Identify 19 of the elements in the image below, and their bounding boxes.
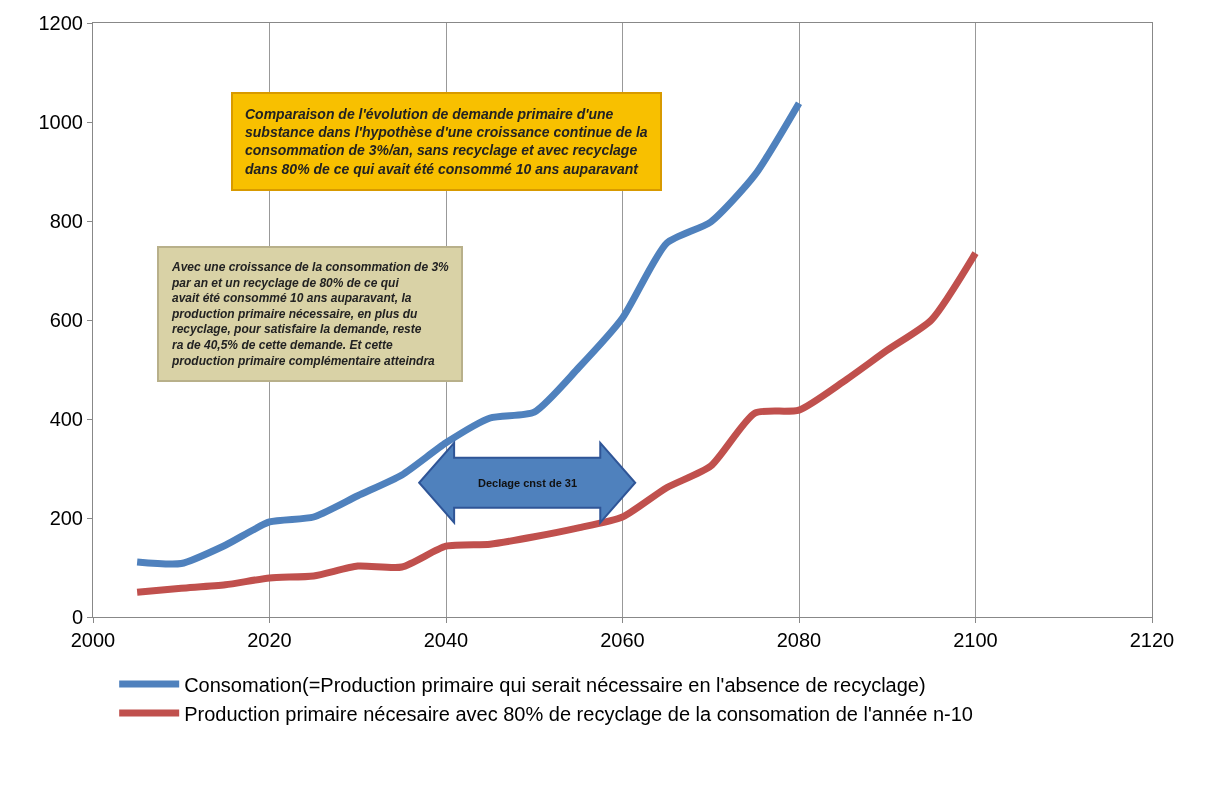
y-tick-label: 0	[71, 606, 83, 628]
x-tick-label: 2080	[776, 629, 822, 651]
y-tick-label: 1000	[38, 111, 83, 133]
y-tick-label: 600	[49, 309, 83, 331]
x-tick-label: 2000	[70, 629, 116, 651]
annotation: Avec une croissance de la consommation de 3% par an et un recyclage de 80% de ce qui avait été consommé 10 ans auparavant, la production primaire nécessaire, en plus du recyclage, pour satisfaire la demande, reste ra de 40,5% de cette demande. Et cette production primaire complémentaire atteindra	[171, 260, 450, 368]
legend-label: Production primaire nécesaire avec 80% de recyclage de la consomation de l'année n-10	[184, 702, 973, 725]
x-tick-label: 2020	[247, 629, 292, 651]
x-tick-label: 2120	[1129, 629, 1175, 651]
x-tick-label: 2040	[423, 629, 469, 651]
y-tick-label: 800	[49, 210, 83, 232]
x-tick-label: 2100	[953, 629, 998, 651]
y-tick-label: 1200	[38, 12, 83, 34]
annotation: Declage cnst de 31	[478, 477, 578, 489]
legend-label: Consomation(=Production primaire qui serait nécessaire en l'absence de recyclage)	[184, 673, 926, 696]
y-tick-label: 400	[49, 408, 83, 430]
x-tick-label: 2060	[600, 629, 645, 651]
annotation: Comparaison de l'évolution de demande primaire d'une substance dans l'hypothèse d'une croissance continue de la consommation de 3%/an, sans recyclage et avec recyclage dans 80% de ce qui avait été consommé 10 ans auparavant	[245, 106, 648, 177]
y-tick-label: 200	[49, 507, 83, 529]
